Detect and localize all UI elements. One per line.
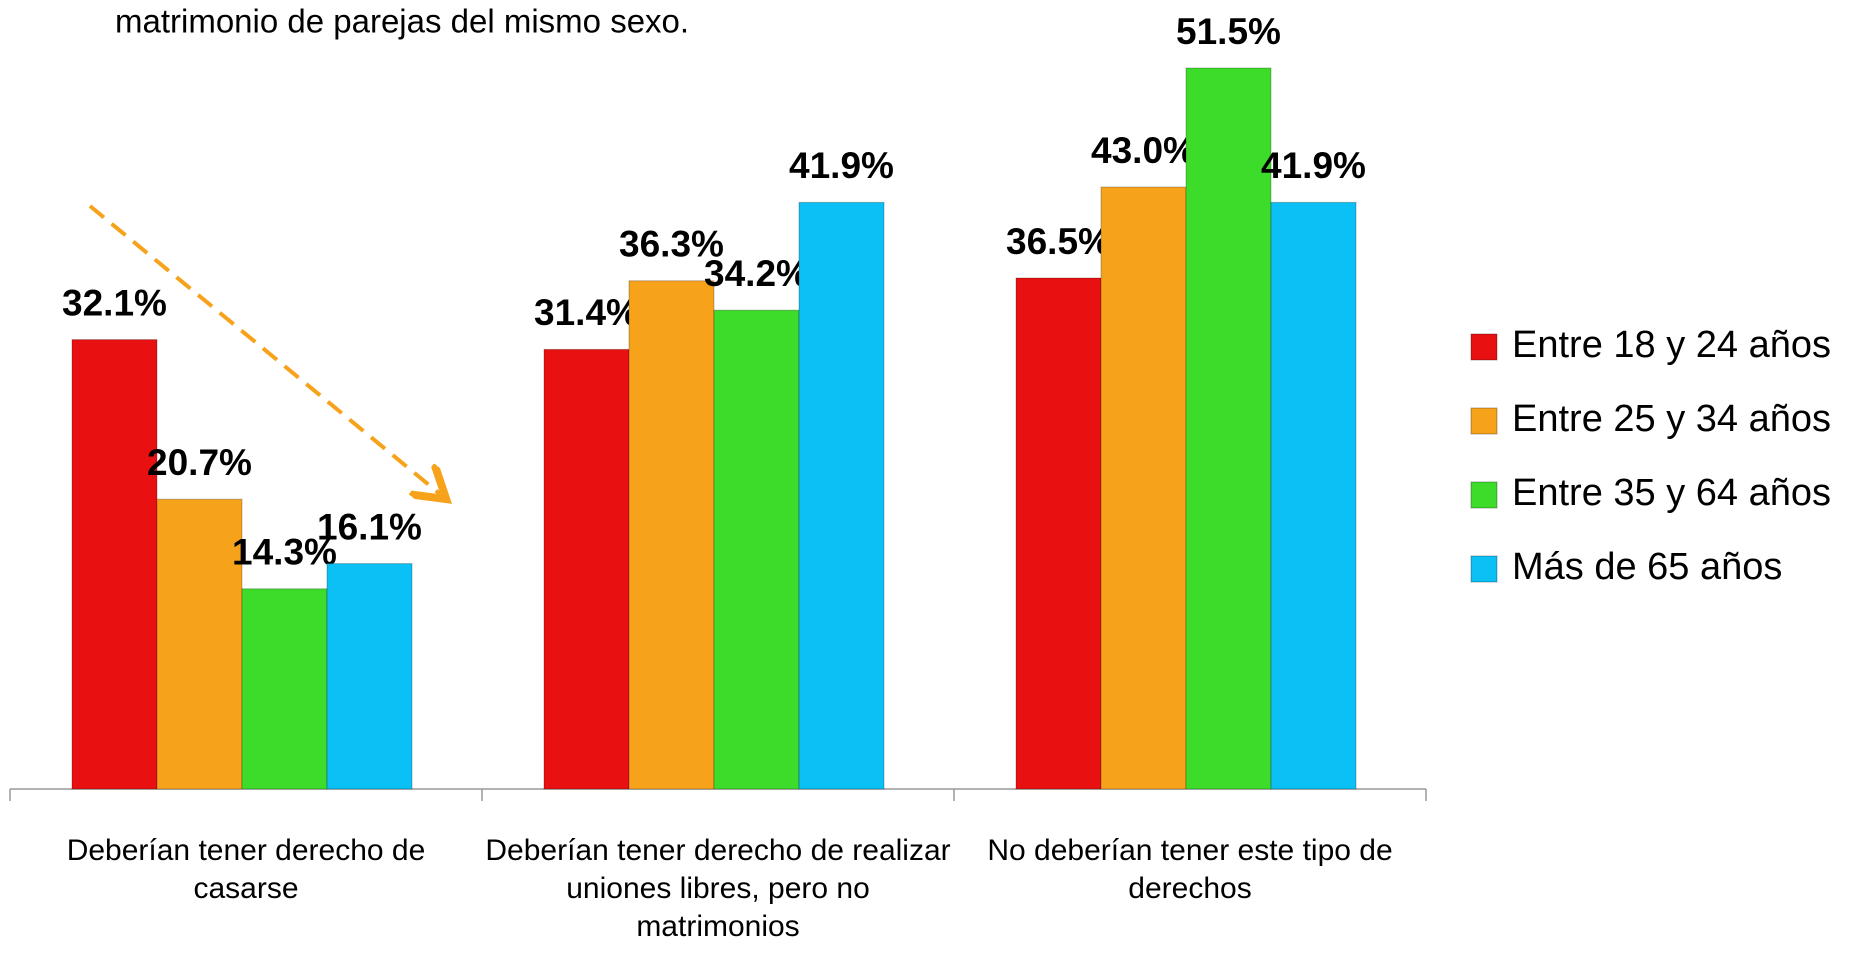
- data-label: 34.2%: [704, 253, 809, 294]
- legend-swatch: [1470, 555, 1498, 583]
- x-tick-label: No deberían tener este tipo de derechos: [987, 834, 1393, 905]
- trend-arrow: [88, 204, 440, 494]
- bar: [71, 339, 158, 790]
- data-label: 41.9%: [789, 145, 894, 186]
- bar: [241, 588, 328, 790]
- legend-label: Más de 65 años: [1512, 546, 1782, 588]
- data-label: 36.5%: [1006, 221, 1111, 262]
- data-label: 20.7%: [147, 442, 252, 483]
- legend-label: Entre 18 y 24 años: [1512, 324, 1831, 366]
- data-label: 43.0%: [1091, 130, 1196, 171]
- bar: [1270, 201, 1357, 790]
- data-label: 41.9%: [1261, 145, 1366, 186]
- data-label: 14.3%: [232, 532, 337, 573]
- bar: [326, 563, 413, 790]
- bar: [1015, 277, 1102, 790]
- x-tick-label: Deberían tener derecho de casarse: [66, 834, 426, 905]
- data-label: 31.4%: [534, 292, 639, 333]
- x-tick-label: Deberían tener derecho de realizar union…: [485, 834, 951, 943]
- legend-swatch: [1470, 481, 1498, 509]
- legend-swatch: [1470, 407, 1498, 435]
- bar: [713, 309, 800, 790]
- chart-title: matrimonio de parejas del mismo sexo.: [115, 3, 689, 40]
- legend-label: Entre 35 y 64 años: [1512, 472, 1831, 514]
- bar: [543, 348, 630, 790]
- legend-label: Entre 25 y 34 años: [1512, 398, 1831, 440]
- bar: [628, 280, 715, 790]
- bar: [1100, 186, 1187, 790]
- bar: [798, 201, 885, 790]
- legend-swatch: [1470, 333, 1498, 361]
- data-label: 32.1%: [62, 282, 167, 323]
- bar: [156, 498, 243, 790]
- data-label: 36.3%: [619, 224, 724, 265]
- data-label: 16.1%: [317, 506, 422, 547]
- bar: [1185, 67, 1272, 790]
- data-label: 51.5%: [1176, 11, 1281, 52]
